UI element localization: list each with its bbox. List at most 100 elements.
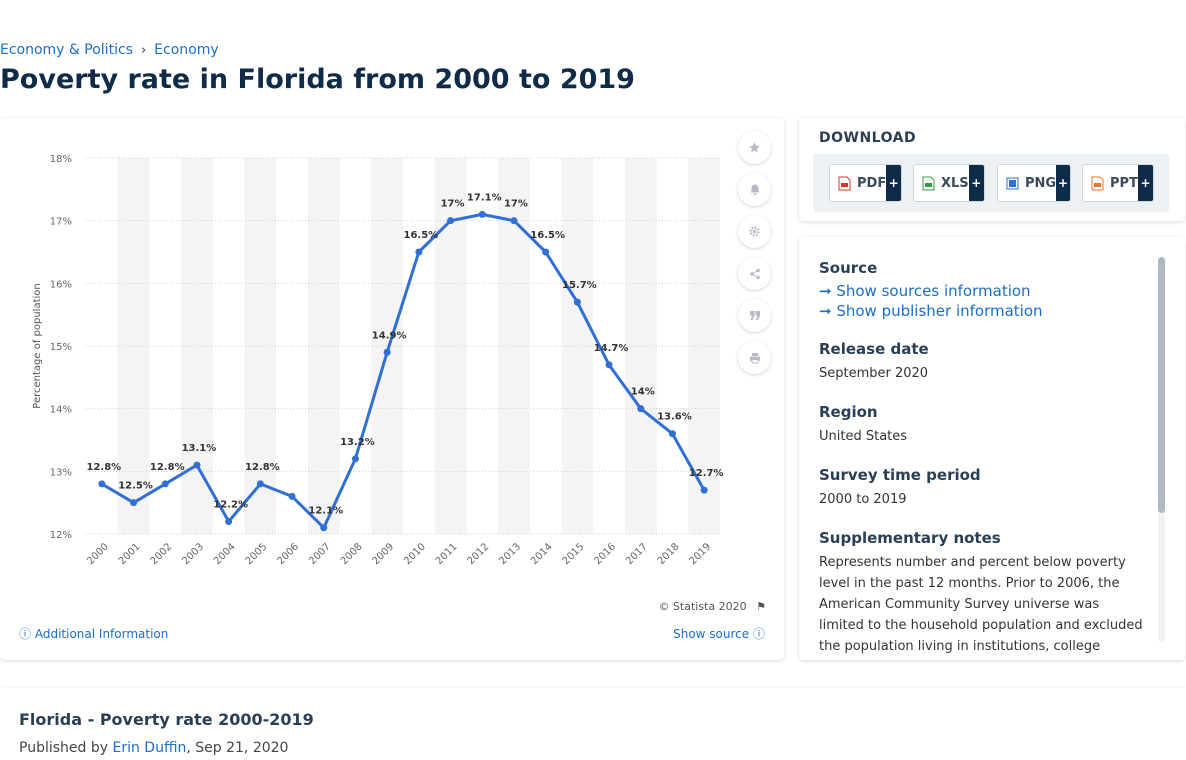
show-sources-link[interactable]: ➞ Show sources information: [819, 282, 1147, 300]
author-link[interactable]: Erin Duffin: [112, 740, 187, 756]
data-point: [98, 480, 106, 488]
published-by: Published by Erin Duffin, Sep 21, 2020: [19, 740, 288, 756]
x-tick-label: 2005: [244, 541, 270, 567]
data-label: 12.1%: [308, 506, 343, 517]
additional-information-label: Additional Information: [34, 627, 169, 641]
data-point: [130, 499, 138, 507]
x-tick-label: 2017: [624, 541, 650, 567]
x-tick-label: 2012: [466, 541, 492, 567]
data-point: [320, 524, 328, 532]
download-pdf-label: PDF: [857, 175, 887, 191]
supplementary-notes-label: Supplementary notes: [819, 529, 1001, 547]
data-label: 14.7%: [594, 343, 629, 354]
x-tick-label: 2018: [656, 541, 682, 567]
x-tick-label: 2013: [497, 541, 523, 567]
data-point: [478, 210, 486, 218]
y-tick-label: 14%: [50, 405, 72, 416]
ppt-file-icon: [1091, 176, 1104, 191]
show-publisher-link[interactable]: ➞ Show publisher information: [819, 302, 1147, 320]
data-label: 16.5%: [403, 230, 438, 241]
survey-period-label: Survey time period: [819, 466, 981, 484]
info-card: Source ➞ Show sources information ➞ Show…: [799, 237, 1185, 660]
data-point: [225, 517, 233, 525]
share-icon[interactable]: [738, 257, 771, 290]
statistic-details: Florida - Poverty rate 2000-2019 Publish…: [0, 688, 1186, 760]
info-scrollbar-thumb[interactable]: [1158, 257, 1165, 513]
download-xls-button[interactable]: XLS +: [913, 164, 985, 202]
data-point: [415, 248, 423, 256]
data-point: [161, 480, 169, 488]
data-label: 12.5%: [118, 481, 153, 492]
data-point: [700, 486, 708, 494]
download-ppt-button[interactable]: PPT +: [1082, 164, 1154, 202]
gear-icon[interactable]: [738, 215, 771, 248]
download-ppt-label: PPT: [1110, 175, 1138, 191]
x-tick-label: 2007: [307, 541, 333, 567]
data-label: 12.7%: [689, 468, 724, 479]
data-label: 13.1%: [182, 443, 217, 454]
y-tick-label: 13%: [50, 467, 72, 478]
release-date-label: Release date: [819, 340, 929, 358]
data-label: 13.2%: [340, 437, 375, 448]
download-pdf-plus[interactable]: +: [886, 165, 901, 201]
survey-period-value: 2000 to 2019: [819, 492, 907, 507]
show-publisher-label: Show publisher information: [836, 302, 1043, 320]
x-tick-label: 2000: [85, 541, 111, 567]
statistic-title: Florida - Poverty rate 2000-2019: [19, 710, 314, 729]
data-point: [668, 430, 676, 438]
star-icon[interactable]: [738, 131, 771, 164]
download-ppt-plus[interactable]: +: [1137, 165, 1153, 201]
x-tick-label: 2003: [180, 541, 206, 567]
chart-card: 12% 13% 14% 15% 16% 17% 18% Percentage of popul…: [0, 118, 784, 660]
print-icon[interactable]: [738, 341, 771, 374]
x-tick-label: 2016: [592, 541, 618, 567]
data-label: 14.9%: [372, 330, 407, 341]
supplementary-notes-text: Represents number and percent below pove…: [819, 555, 1143, 654]
download-png-plus[interactable]: +: [1056, 165, 1070, 201]
download-png-label: PNG: [1025, 175, 1057, 191]
data-label: 16.5%: [530, 230, 565, 241]
download-pdf-button[interactable]: PDF +: [829, 164, 902, 202]
data-label: 12.2%: [213, 499, 248, 510]
breadcrumb: Economy & Politics › Economy: [0, 42, 219, 58]
x-tick-label: 2006: [275, 541, 301, 567]
published-by-prefix: Published by: [19, 740, 109, 756]
show-source-link[interactable]: Show source ⓘ: [673, 625, 765, 642]
xls-file-icon: [922, 176, 935, 191]
download-heading: DOWNLOAD: [819, 130, 917, 146]
download-xls-plus[interactable]: +: [968, 165, 984, 201]
quote-icon[interactable]: [738, 299, 771, 332]
data-label: 12.8%: [86, 462, 121, 473]
data-point: [542, 248, 550, 256]
data-point: [637, 405, 645, 413]
series-line: [101, 212, 706, 530]
download-png-button[interactable]: PNG +: [997, 164, 1071, 202]
y-axis-label: Percentage of population: [32, 283, 43, 408]
info-scrollbar[interactable]: [1158, 257, 1165, 642]
x-tick-label: 2002: [149, 541, 175, 567]
x-tick-label: 2008: [339, 541, 365, 567]
y-tick-label: 18%: [50, 154, 72, 165]
y-tick-label: 15%: [50, 342, 72, 353]
flag-icon[interactable]: ⚑: [756, 600, 766, 613]
data-label: 14%: [631, 387, 655, 398]
data-point: [447, 217, 455, 225]
data-label: 12.8%: [150, 462, 185, 473]
data-label: 13.6%: [657, 412, 692, 423]
y-tick-label: 17%: [50, 217, 72, 228]
y-tick-label: 12%: [50, 530, 72, 541]
breadcrumb-link-economy[interactable]: Economy: [154, 42, 219, 58]
chart-band: [371, 158, 403, 534]
data-point: [510, 217, 518, 225]
additional-information-link[interactable]: ⓘ Additional Information: [19, 625, 168, 642]
x-tick-label: 2015: [561, 541, 587, 567]
page-title: Poverty rate in Florida from 2000 to 201…: [0, 64, 635, 95]
bell-icon[interactable]: [738, 173, 771, 206]
breadcrumb-link-economy-politics[interactable]: Economy & Politics: [0, 42, 133, 58]
info-content: Source ➞ Show sources information ➞ Show…: [819, 259, 1147, 660]
y-tick-label: 16%: [50, 279, 72, 290]
chart-band: [624, 158, 657, 534]
data-label: 17%: [504, 199, 528, 210]
region-value: United States: [819, 429, 908, 444]
data-label: 15.7%: [562, 280, 597, 291]
